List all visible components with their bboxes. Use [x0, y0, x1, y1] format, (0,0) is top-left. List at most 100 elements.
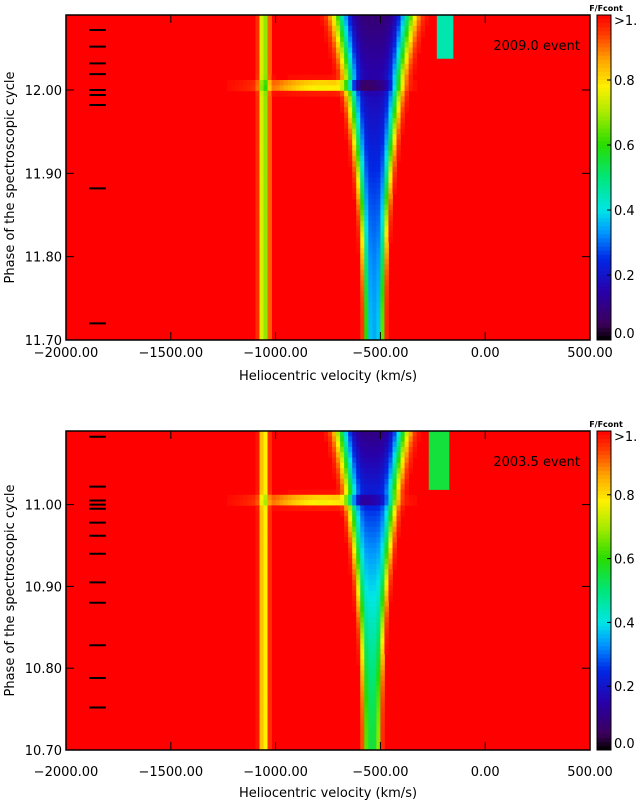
heatmap-cell [340, 63, 345, 70]
heatmap-cell [380, 521, 385, 528]
heatmap-cell [255, 643, 260, 650]
heatmap-cell [356, 85, 361, 92]
heatmap-cell [364, 675, 369, 682]
heatmap-cell [328, 20, 333, 27]
heatmap-cell [267, 622, 272, 629]
heatmap-cell [275, 505, 281, 512]
heatmap-cell [263, 441, 268, 448]
heatmap-cell [267, 258, 272, 265]
heatmap-cell [372, 579, 377, 586]
heatmap-cell [364, 20, 369, 27]
heatmap-cell [259, 654, 264, 661]
heatmap-cell [356, 468, 361, 474]
heatmap-cell [360, 579, 365, 586]
heatmap-cell [396, 452, 401, 458]
colorbar-tick-label: 0.0 [614, 327, 635, 342]
colorbar-segment [597, 730, 611, 735]
heatmap-cell [267, 52, 272, 59]
heatmap-cell [291, 489, 297, 496]
heatmap-cell [340, 500, 345, 506]
heatmap-cell [255, 654, 260, 661]
heatmap-cell [348, 569, 353, 575]
heatmap-cell [364, 204, 369, 211]
heatmap-cell [368, 686, 373, 692]
heatmap-cell [372, 210, 377, 216]
heatmap-cell [376, 478, 381, 485]
heatmap-cell [344, 462, 349, 469]
heatmap-cell [259, 569, 264, 575]
heatmap-cell [259, 516, 264, 522]
heatmap-cell [360, 553, 365, 559]
heatmap-cell [263, 329, 268, 335]
heatmap-cell [364, 150, 369, 157]
heatmap-cell [323, 15, 329, 21]
heatmap-cell [368, 468, 373, 474]
heatmap-cell [396, 47, 401, 54]
heatmap-cell [352, 516, 357, 522]
heatmap-cell [364, 172, 369, 178]
heatmap-cell [392, 15, 397, 21]
colorbar-segment [597, 15, 611, 20]
heatmap-cell [380, 193, 385, 200]
heatmap-cell [392, 182, 397, 189]
heatmap-cell [360, 112, 365, 119]
heatmap-cell [263, 182, 268, 189]
heatmap-cell [392, 134, 397, 140]
heatmap-cell [380, 36, 385, 43]
heatmap-cell [255, 334, 260, 341]
heatmap-cell [299, 505, 305, 512]
heatmap-cell [404, 457, 410, 464]
heatmap-cell [344, 441, 349, 448]
heatmap-cell [263, 74, 268, 81]
colorbar-segment [597, 43, 611, 48]
heatmap-cell [255, 242, 260, 249]
x-tick-label: −1500.00 [138, 346, 203, 361]
heatmap-cell [440, 47, 446, 54]
heatmap-cell [255, 516, 260, 522]
heatmap-cell [376, 521, 381, 528]
heatmap-cell [311, 85, 317, 92]
heatmap-cell [364, 210, 369, 216]
heatmap-cell [348, 537, 353, 544]
heatmap-cell [352, 606, 357, 613]
heatmap-cell [400, 42, 405, 48]
heatmap-cell [360, 728, 365, 735]
heatmap-cell [380, 296, 385, 303]
heatmap-cell [360, 601, 365, 607]
colorbar-segment [597, 714, 611, 719]
heatmap-cell [352, 579, 357, 586]
heatmap-cell [348, 436, 353, 443]
heatmap-cell [372, 489, 377, 496]
heatmap-cell [344, 431, 349, 437]
heatmap-cell [368, 553, 373, 559]
heatmap-cell [364, 569, 369, 575]
heatmap-cell [384, 42, 389, 48]
heatmap-cell [392, 166, 397, 173]
heatmap-cell [247, 80, 252, 86]
heatmap-cell [267, 728, 272, 735]
heatmap-cell [332, 80, 337, 86]
heatmap-cell [255, 312, 260, 319]
heatmap-cell [360, 484, 365, 490]
heatmap-cell [364, 494, 369, 501]
heatmap-cell [259, 128, 264, 135]
heatmap-cell [263, 220, 268, 227]
heatmap-cell [332, 473, 337, 480]
heatmap-cell [348, 134, 353, 140]
heatmap-cell [380, 128, 385, 135]
heatmap-cell [372, 296, 377, 303]
heatmap-cell [356, 457, 361, 464]
heatmap-cell [356, 182, 361, 189]
heatmap-cell [404, 47, 410, 54]
heatmap-cell [303, 74, 309, 81]
heatmap-cell [255, 296, 260, 303]
heatmap-cell [328, 500, 333, 506]
heatmap-cell [372, 182, 377, 189]
heatmap-cell [352, 505, 357, 512]
heatmap-cell [299, 489, 305, 496]
heatmap-cell [283, 494, 289, 501]
heatmap-cell [340, 101, 345, 108]
colorbar-segment [597, 84, 611, 89]
heatmap-cell [400, 494, 405, 501]
heatmap-cell [360, 691, 365, 698]
